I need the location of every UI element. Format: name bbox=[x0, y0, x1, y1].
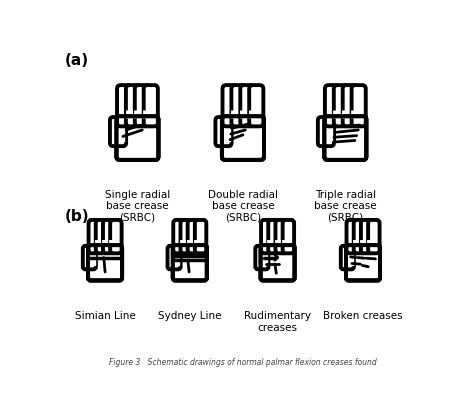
Bar bbox=[286, 244, 291, 251]
Bar bbox=[253, 115, 259, 123]
Bar bbox=[191, 244, 196, 251]
FancyBboxPatch shape bbox=[261, 245, 295, 280]
FancyBboxPatch shape bbox=[173, 245, 207, 280]
Bar bbox=[356, 115, 362, 123]
Bar bbox=[338, 115, 344, 123]
FancyBboxPatch shape bbox=[352, 85, 366, 127]
FancyBboxPatch shape bbox=[110, 220, 122, 253]
FancyBboxPatch shape bbox=[195, 220, 206, 253]
Bar bbox=[90, 250, 95, 265]
Bar bbox=[279, 244, 283, 251]
FancyBboxPatch shape bbox=[181, 220, 192, 253]
FancyBboxPatch shape bbox=[103, 220, 114, 253]
FancyBboxPatch shape bbox=[354, 220, 365, 253]
Bar bbox=[118, 122, 125, 141]
Bar bbox=[328, 116, 362, 123]
Bar bbox=[198, 244, 203, 251]
FancyBboxPatch shape bbox=[275, 220, 287, 253]
Text: Double radial
base crease
(SRBC): Double radial base crease (SRBC) bbox=[208, 190, 278, 223]
FancyBboxPatch shape bbox=[325, 85, 339, 127]
FancyBboxPatch shape bbox=[361, 220, 373, 253]
Bar bbox=[176, 245, 203, 251]
FancyBboxPatch shape bbox=[83, 246, 96, 269]
FancyBboxPatch shape bbox=[240, 85, 255, 127]
Text: Rudimentary
creases: Rudimentary creases bbox=[244, 311, 311, 333]
Bar bbox=[326, 122, 332, 141]
FancyBboxPatch shape bbox=[167, 246, 181, 269]
Bar bbox=[174, 250, 179, 265]
FancyBboxPatch shape bbox=[117, 85, 131, 127]
Bar bbox=[92, 244, 97, 251]
Bar bbox=[372, 244, 376, 251]
FancyBboxPatch shape bbox=[343, 85, 357, 127]
Bar bbox=[99, 244, 104, 251]
FancyBboxPatch shape bbox=[346, 245, 380, 280]
Bar bbox=[329, 115, 335, 123]
FancyBboxPatch shape bbox=[110, 117, 126, 146]
FancyBboxPatch shape bbox=[255, 246, 268, 269]
Bar bbox=[262, 250, 267, 265]
FancyBboxPatch shape bbox=[222, 85, 237, 127]
Text: Single radial
base crease
(SRBC): Single radial base crease (SRBC) bbox=[105, 190, 170, 223]
Bar bbox=[176, 244, 182, 251]
FancyBboxPatch shape bbox=[89, 220, 100, 253]
Bar bbox=[236, 115, 242, 123]
Bar bbox=[264, 244, 269, 251]
FancyBboxPatch shape bbox=[249, 85, 264, 127]
FancyBboxPatch shape bbox=[126, 85, 140, 127]
Text: (b): (b) bbox=[64, 209, 89, 224]
Bar bbox=[226, 116, 260, 123]
FancyBboxPatch shape bbox=[346, 220, 358, 253]
Bar bbox=[184, 244, 189, 251]
Text: (a): (a) bbox=[64, 53, 89, 68]
FancyBboxPatch shape bbox=[144, 85, 158, 127]
Bar bbox=[106, 244, 111, 251]
Bar bbox=[113, 244, 118, 251]
Bar bbox=[350, 244, 355, 251]
FancyBboxPatch shape bbox=[216, 117, 232, 146]
Bar bbox=[264, 245, 292, 251]
FancyBboxPatch shape bbox=[318, 117, 334, 146]
Bar bbox=[148, 115, 154, 123]
FancyBboxPatch shape bbox=[117, 116, 158, 160]
Bar bbox=[357, 244, 362, 251]
Bar bbox=[120, 116, 155, 123]
Bar bbox=[347, 115, 353, 123]
Text: Simian Line: Simian Line bbox=[75, 311, 136, 321]
Bar bbox=[227, 115, 233, 123]
FancyBboxPatch shape bbox=[173, 220, 185, 253]
Bar bbox=[244, 115, 250, 123]
FancyBboxPatch shape bbox=[268, 220, 280, 253]
Bar bbox=[272, 244, 276, 251]
FancyBboxPatch shape bbox=[135, 85, 149, 127]
Bar bbox=[364, 244, 369, 251]
Bar bbox=[347, 250, 353, 265]
FancyBboxPatch shape bbox=[188, 220, 199, 253]
FancyBboxPatch shape bbox=[341, 246, 354, 269]
Bar bbox=[121, 115, 127, 123]
Bar bbox=[91, 245, 119, 251]
FancyBboxPatch shape bbox=[368, 220, 380, 253]
FancyBboxPatch shape bbox=[261, 220, 273, 253]
FancyBboxPatch shape bbox=[88, 245, 122, 280]
FancyBboxPatch shape bbox=[96, 220, 107, 253]
FancyBboxPatch shape bbox=[334, 85, 348, 127]
Bar bbox=[139, 115, 145, 123]
Bar bbox=[130, 115, 136, 123]
FancyBboxPatch shape bbox=[231, 85, 246, 127]
Text: Triple radial
base crease
(SRBC): Triple radial base crease (SRBC) bbox=[314, 190, 377, 223]
Text: Sydney Line: Sydney Line bbox=[158, 311, 221, 321]
Text: Figure 3   Schematic drawings of normal palmar flexion creases found: Figure 3 Schematic drawings of normal pa… bbox=[109, 358, 377, 367]
Bar bbox=[224, 122, 230, 141]
FancyBboxPatch shape bbox=[324, 116, 366, 160]
Bar bbox=[349, 245, 377, 251]
Text: Broken creases: Broken creases bbox=[323, 311, 403, 321]
FancyBboxPatch shape bbox=[222, 116, 264, 160]
FancyBboxPatch shape bbox=[283, 220, 294, 253]
